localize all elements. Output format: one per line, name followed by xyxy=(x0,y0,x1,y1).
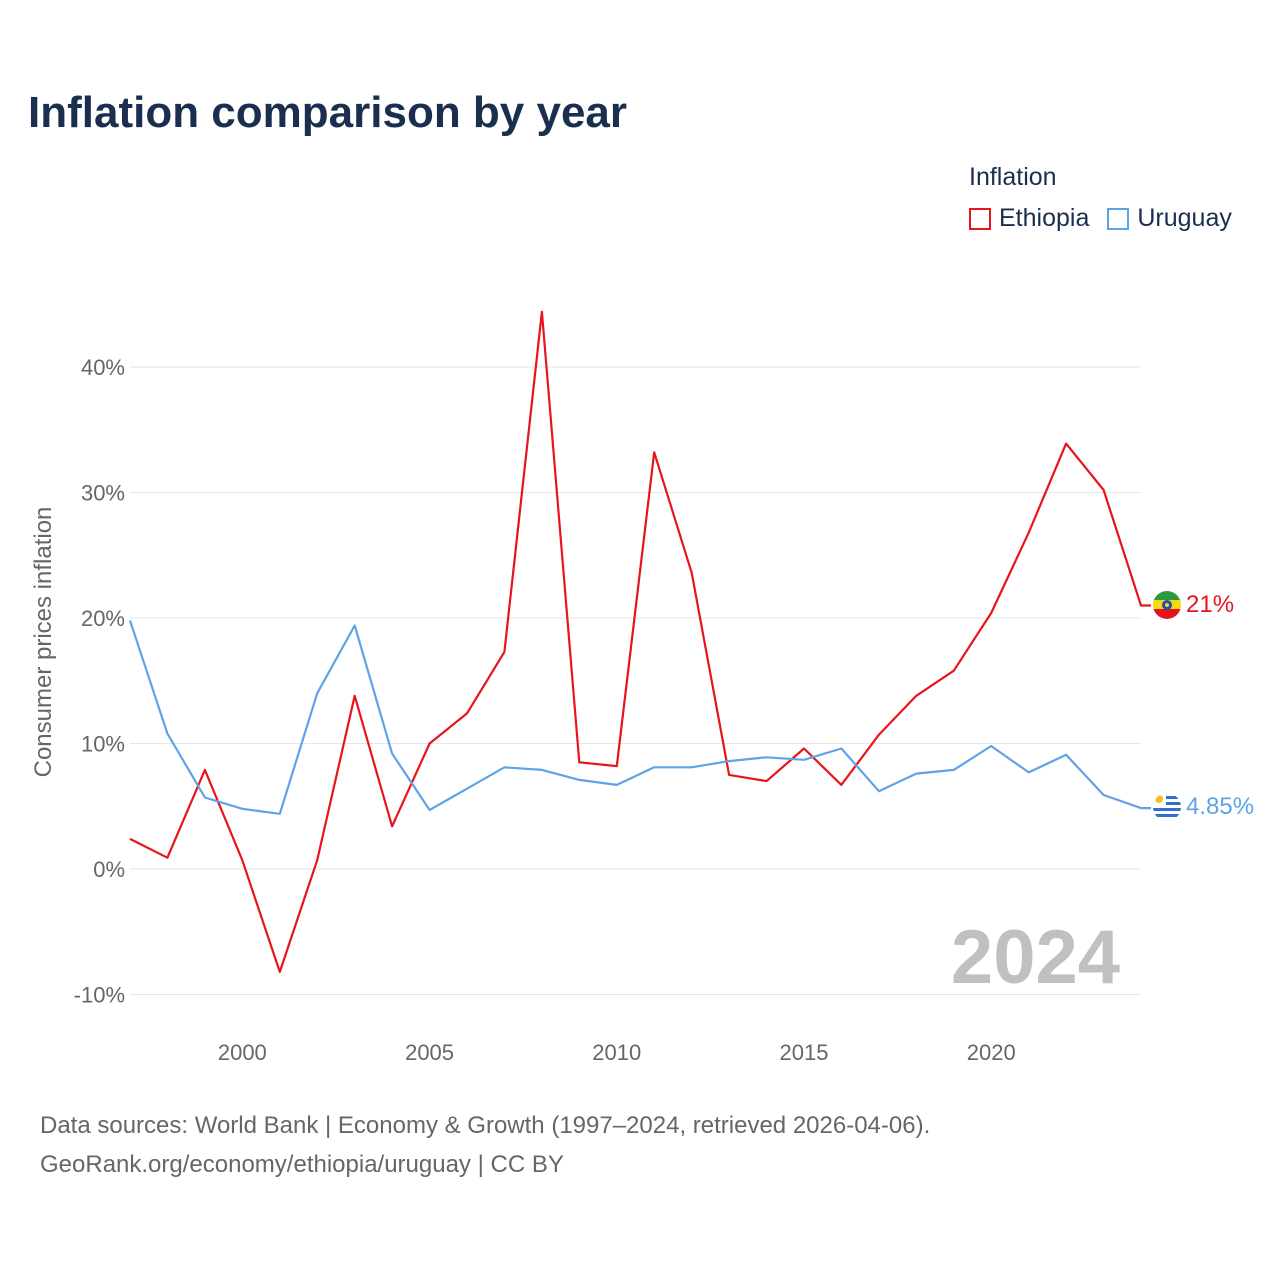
x-tick-label: 2020 xyxy=(967,1040,1016,1065)
data-point-ethiopia-2018[interactable] xyxy=(913,693,919,699)
data-point-ethiopia-2021[interactable] xyxy=(1026,530,1032,536)
data-point-ethiopia-2020[interactable] xyxy=(988,610,994,616)
x-tick-label: 2000 xyxy=(218,1040,267,1065)
data-point-uruguay-2016[interactable] xyxy=(838,746,844,752)
data-point-ethiopia-1999[interactable] xyxy=(202,767,208,773)
data-point-ethiopia-1997[interactable] xyxy=(127,836,133,842)
data-point-uruguay-2007[interactable] xyxy=(501,764,507,770)
data-point-uruguay-2002[interactable] xyxy=(314,690,320,696)
data-point-uruguay-2023[interactable] xyxy=(1101,792,1107,798)
data-point-ethiopia-2017[interactable] xyxy=(876,732,882,738)
data-point-ethiopia-2005[interactable] xyxy=(427,741,433,747)
y-tick-label: 30% xyxy=(81,481,125,506)
legend-label-uruguay: Uruguay xyxy=(1137,204,1232,232)
series-line-uruguay[interactable] xyxy=(128,620,1151,815)
y-tick-label: -10% xyxy=(74,983,125,1008)
data-point-ethiopia-2014[interactable] xyxy=(764,778,770,784)
data-point-ethiopia-2011[interactable] xyxy=(651,449,657,455)
data-point-uruguay-2000[interactable] xyxy=(239,806,245,812)
data-point-ethiopia-2015[interactable] xyxy=(801,746,807,752)
data-point-uruguay-2020[interactable] xyxy=(988,743,994,749)
legend-title: Inflation xyxy=(969,163,1057,191)
data-point-uruguay-2004[interactable] xyxy=(389,751,395,757)
data-point-uruguay-2006[interactable] xyxy=(464,786,470,792)
data-point-uruguay-2017[interactable] xyxy=(876,788,882,794)
data-point-ethiopia-2008[interactable] xyxy=(539,309,545,315)
data-point-uruguay-2012[interactable] xyxy=(689,764,695,770)
data-point-uruguay-2022[interactable] xyxy=(1063,752,1069,758)
data-point-ethiopia-2003[interactable] xyxy=(352,693,358,699)
data-point-uruguay-1998[interactable] xyxy=(164,731,170,737)
data-point-uruguay-2001[interactable] xyxy=(277,811,283,817)
legend-item-uruguay[interactable]: Uruguay xyxy=(1107,204,1232,233)
data-point-ethiopia-2010[interactable] xyxy=(614,763,620,769)
data-point-uruguay-1999[interactable] xyxy=(202,795,208,801)
data-point-uruguay-2021[interactable] xyxy=(1026,769,1032,775)
data-point-uruguay-2010[interactable] xyxy=(614,782,620,788)
data-point-ethiopia-2007[interactable] xyxy=(501,649,507,655)
data-point-ethiopia-2009[interactable] xyxy=(576,759,582,765)
data-point-uruguay-2019[interactable] xyxy=(951,767,957,773)
legend-swatch-ethiopia xyxy=(969,207,991,230)
data-point-ethiopia-2004[interactable] xyxy=(389,823,395,829)
grid-lines: -10% 0% 10% 20% 30% 40% 2000 2005 2010 2015 2020 xyxy=(74,355,1141,1065)
data-point-uruguay-2024[interactable] xyxy=(1138,805,1144,811)
legend-item-ethiopia[interactable]: Ethiopia xyxy=(969,204,1089,233)
footer-sources: Data sources: World Bank | Economy & Gro… xyxy=(40,1112,931,1139)
data-point-uruguay-2014[interactable] xyxy=(764,754,770,760)
data-point-ethiopia-2016[interactable] xyxy=(838,782,844,788)
data-point-uruguay-2013[interactable] xyxy=(726,758,732,764)
data-point-uruguay-2003[interactable] xyxy=(352,623,358,629)
data-point-uruguay-2011[interactable] xyxy=(651,764,657,770)
data-point-uruguay-2018[interactable] xyxy=(913,771,919,777)
legend: Ethiopia Uruguay xyxy=(969,204,1250,233)
chart-title: Inflation comparison by year xyxy=(28,88,628,137)
data-point-ethiopia-2022[interactable] xyxy=(1063,441,1069,447)
legend-label-ethiopia: Ethiopia xyxy=(999,204,1090,232)
y-tick-label: 10% xyxy=(81,732,125,757)
data-point-ethiopia-2019[interactable] xyxy=(951,668,957,674)
uruguay-flag-icon xyxy=(1153,793,1181,821)
data-point-uruguay-2005[interactable] xyxy=(427,807,433,813)
footer: Data sources: World Bank | Economy & Gro… xyxy=(40,1106,930,1184)
footer-link[interactable]: GeoRank.org/economy/ethiopia/uruguay | C… xyxy=(40,1151,564,1178)
data-point-uruguay-2008[interactable] xyxy=(539,767,545,773)
year-annotation: 2024 xyxy=(951,915,1120,1000)
y-tick-label: 40% xyxy=(81,355,125,380)
y-tick-label: 20% xyxy=(81,606,125,631)
data-point-ethiopia-2002[interactable] xyxy=(314,857,320,863)
y-axis-label: Consumer prices inflation xyxy=(30,507,57,778)
y-tick-label: 0% xyxy=(93,857,125,882)
data-point-uruguay-2015[interactable] xyxy=(801,757,807,763)
data-point-ethiopia-2001[interactable] xyxy=(277,969,283,975)
data-point-ethiopia-2024[interactable] xyxy=(1138,603,1144,609)
data-point-ethiopia-2012[interactable] xyxy=(689,570,695,576)
data-point-ethiopia-2013[interactable] xyxy=(726,772,732,778)
ethiopia-end-label: 21% xyxy=(1186,591,1234,618)
series-lines xyxy=(127,309,1151,975)
data-point-ethiopia-2006[interactable] xyxy=(464,710,470,716)
series-line-ethiopia[interactable] xyxy=(129,310,1151,973)
data-point-uruguay-2009[interactable] xyxy=(576,777,582,783)
data-point-ethiopia-2000[interactable] xyxy=(239,857,245,863)
data-point-uruguay-1997[interactable] xyxy=(127,618,133,624)
data-point-ethiopia-1998[interactable] xyxy=(164,855,170,861)
x-tick-label: 2015 xyxy=(780,1040,829,1065)
ethiopia-flag-icon xyxy=(1153,591,1181,619)
legend-swatch-uruguay xyxy=(1107,207,1130,230)
x-tick-label: 2005 xyxy=(405,1040,454,1065)
data-point-ethiopia-2023[interactable] xyxy=(1101,487,1107,493)
uruguay-end-label: 4.85% xyxy=(1186,793,1254,820)
x-tick-label: 2010 xyxy=(592,1040,641,1065)
